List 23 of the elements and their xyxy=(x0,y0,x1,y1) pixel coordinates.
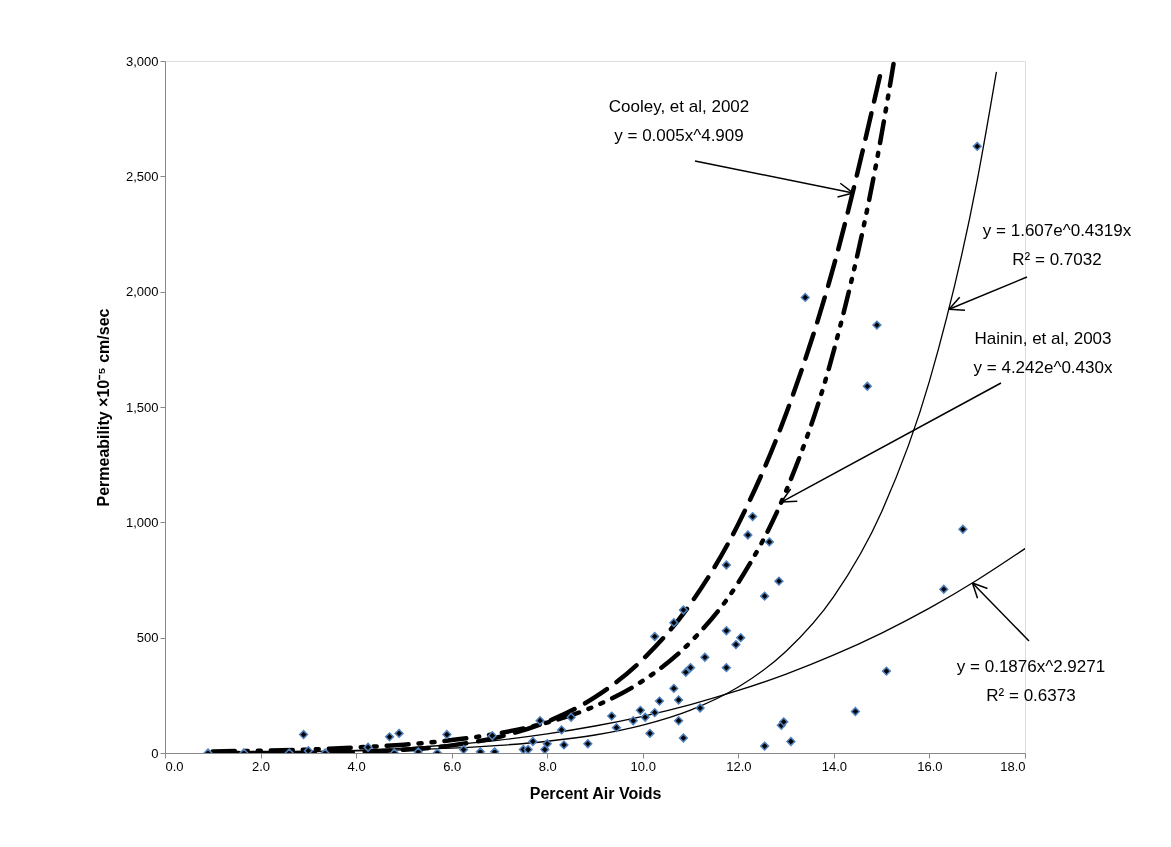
annotation: Cooley, et al, 2002 y = 0.005x^4.909 xyxy=(608,97,750,145)
y-tick-label: 1,500 xyxy=(125,399,159,415)
y-axis-title: Permeability ×10⁻⁵ cm/sec xyxy=(94,308,112,507)
y-tick-label: 1,000 xyxy=(125,514,159,530)
x-tick-label: 0.0 xyxy=(165,758,184,774)
annotation: y = 0.1876x^2.9271 R² = 0.6373 xyxy=(956,657,1106,705)
y-tick-label: 2,500 xyxy=(125,168,159,184)
y-tick-label: 0 xyxy=(151,745,159,761)
x-tick-label: 14.0 xyxy=(821,758,848,774)
x-axis-title: Percent Air Voids xyxy=(529,784,662,802)
x-tick-label: 2.0 xyxy=(252,758,271,774)
annotation: Hainin, et al, 2003 y = 4.242e^0.430x xyxy=(973,329,1113,377)
x-tick-label: 4.0 xyxy=(347,758,366,774)
x-tick-label: 12.0 xyxy=(726,758,752,774)
x-tick-label: 18.0 xyxy=(1000,758,1026,774)
annotation: y = 1.607e^0.4319x R² = 0.7032 xyxy=(982,221,1132,269)
y-tick-label: 3,000 xyxy=(125,53,159,69)
x-tick-label: 8.0 xyxy=(538,758,557,774)
y-tick-label: 2,000 xyxy=(125,284,159,300)
y-tick-label: 500 xyxy=(136,630,159,646)
x-tick-label: 16.0 xyxy=(917,758,943,774)
x-tick-label: 6.0 xyxy=(443,758,462,774)
x-tick-label: 10.0 xyxy=(630,758,656,774)
